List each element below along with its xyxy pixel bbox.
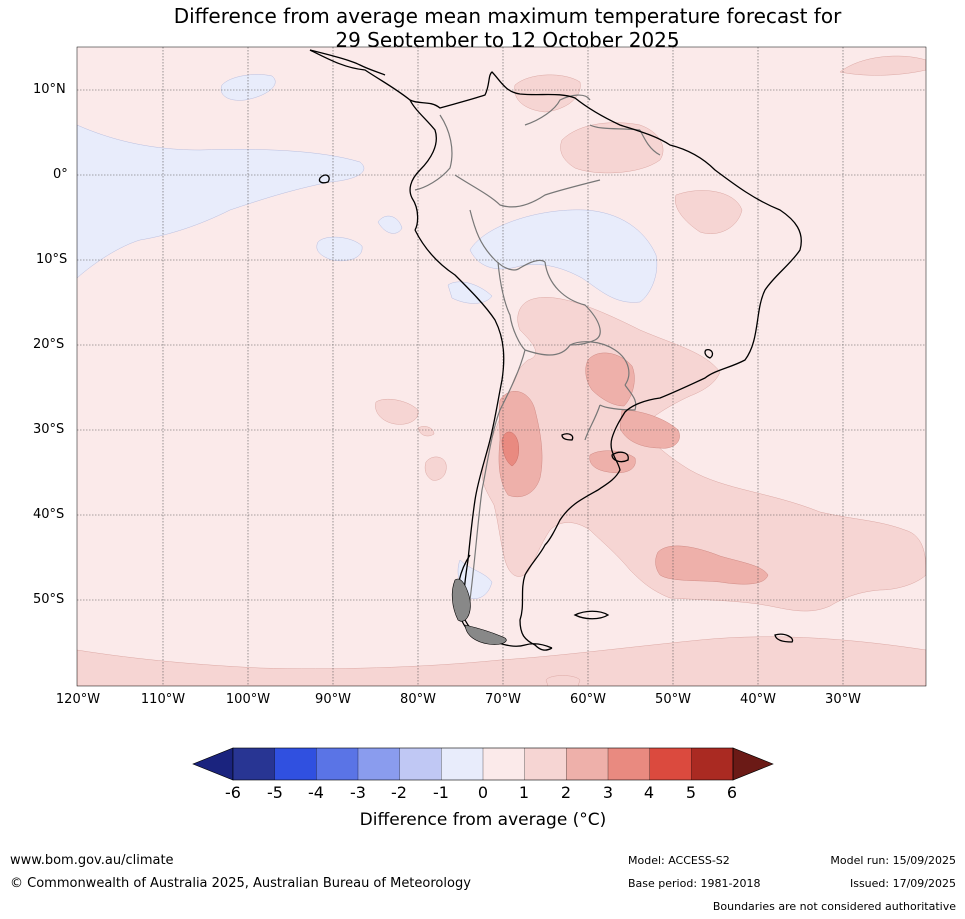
colorbar-swatch (358, 748, 400, 780)
colorbar-tick-label: 1 (518, 783, 530, 802)
colorbar-tick-label: -3 (350, 783, 366, 802)
colorbar-swatch (399, 748, 442, 780)
lat-label-50s: 50°S (33, 592, 65, 607)
anomaly-3-4-region (501, 431, 519, 467)
colorbar-tick-label: -1 (433, 783, 449, 802)
footer-copyright: © Commonwealth of Australia 2025, Austra… (10, 876, 471, 891)
colorbar-swatch (608, 748, 650, 780)
colorbar-tick-label: -2 (391, 783, 407, 802)
map-title: Difference from average mean maximum tem… (0, 4, 965, 52)
title-line-1: Difference from average mean maximum tem… (173, 4, 842, 28)
lat-label-0: 0° (53, 167, 68, 182)
colorbar (192, 747, 774, 781)
lon-label-110w: 110°W (140, 692, 186, 707)
lon-label-40w: 40°W (740, 692, 776, 707)
colorbar-swatch (233, 748, 275, 780)
footer-issued: Issued: 17/09/2025 (849, 877, 956, 890)
colorbar-swatch (566, 748, 609, 780)
anomaly-2-3-regions (498, 352, 769, 585)
lat-label-40s: 40°S (33, 507, 65, 522)
footer-base-period: Base period: 1981-2018 (628, 877, 761, 890)
footer-model: Model: ACCESS-S2 (628, 854, 730, 867)
lon-label-120w: 120°W (55, 692, 101, 707)
lon-label-70w: 70°W (485, 692, 521, 707)
colorbar-swatch (274, 748, 317, 780)
colorbar-tick-label: 6 (726, 783, 738, 802)
lat-label-10n: 10°N (33, 82, 66, 97)
lon-label-60w: 60°W (570, 692, 606, 707)
colorbar-tick-label: 4 (643, 783, 655, 802)
lon-label-30w: 30°W (825, 692, 861, 707)
colorbar-extend-low (192, 747, 234, 781)
footer-model-run: Model run: 15/09/2025 (830, 854, 956, 867)
colorbar-title: Difference from average (°C) (359, 810, 607, 830)
colorbar-swatch (691, 748, 734, 780)
colorbar-tick-label: 3 (602, 783, 614, 802)
colorbar-tick-label: -6 (225, 783, 241, 802)
colorbar-extend-high (732, 747, 774, 781)
colorbar-swatch (649, 748, 692, 780)
colorbar-swatch (441, 748, 484, 780)
archipelago-islands (451, 578, 507, 645)
map-frame (76, 46, 927, 687)
footer-disclaimer: Boundaries are not considered authoritat… (712, 900, 956, 913)
lat-label-30s: 30°S (33, 422, 65, 437)
colorbar-tick-label: 0 (477, 783, 489, 802)
lon-label-80w: 80°W (400, 692, 436, 707)
colorbar-tick-label: -4 (308, 783, 324, 802)
lat-label-10s: 10°S (36, 252, 68, 267)
colorbar-swatch (316, 748, 359, 780)
colorbar-tick-label: 2 (560, 783, 572, 802)
colorbar-swatch (524, 748, 567, 780)
gridlines (77, 47, 926, 686)
lon-label-100w: 100°W (225, 692, 271, 707)
coastline (309, 49, 802, 651)
colorbar-swatch (483, 748, 525, 780)
colorbar-tick-label: -5 (267, 783, 283, 802)
lon-label-90w: 90°W (315, 692, 351, 707)
colorbar-tick-label: 5 (685, 783, 697, 802)
footer-url: www.bom.gov.au/climate (10, 853, 174, 868)
lat-label-20s: 20°S (33, 337, 65, 352)
lon-label-50w: 50°W (655, 692, 691, 707)
